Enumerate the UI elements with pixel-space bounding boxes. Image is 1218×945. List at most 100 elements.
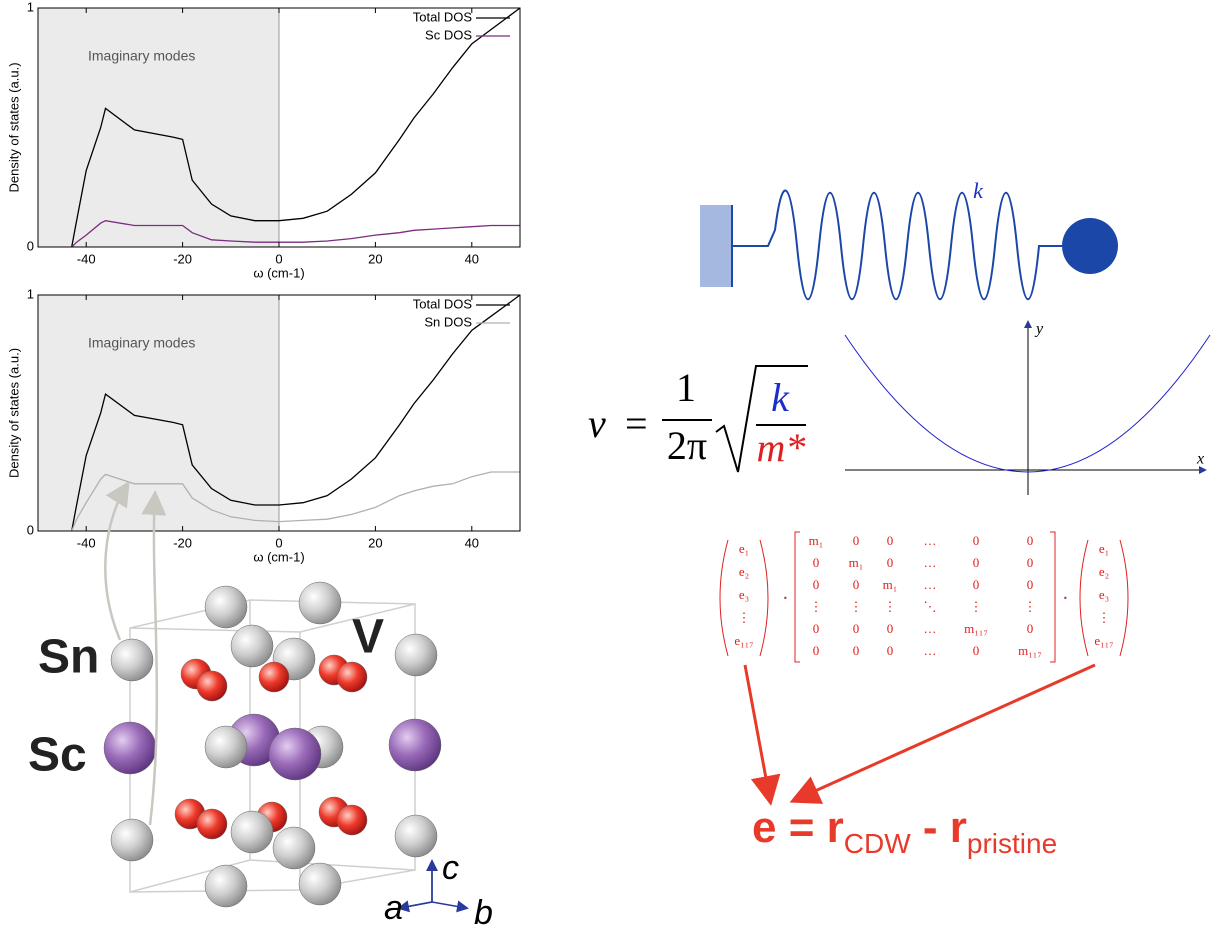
formula: ν = 1 2π k m* [588,365,808,472]
y-label: y [1034,321,1044,338]
formula-lhs: ν [588,401,606,446]
x-axis-label: ω (cm-1) [253,549,304,564]
spring-diagram: k [700,178,1118,299]
figure: Imaginary modes Total DOS Sc DOS -40 -20 0 20 4… [0,0,1218,940]
atom-label: Sc [28,729,87,782]
legend-label: Total DOS [413,9,473,24]
imaginary-region [38,8,279,247]
matrix-entry: ⋮ [1024,599,1037,614]
y-tick-label: 1 [27,0,34,14]
x-axis-label: ω (cm-1) [253,265,304,280]
dot: · [782,588,789,610]
matrix-entry: 0 [887,533,894,548]
x-tick-label: 20 [368,251,382,266]
annotation: Imaginary modes [88,335,195,351]
matrix-entry: 0 [1027,533,1034,548]
x-tick-label: 0 [275,251,282,266]
vector-entry: e₃ [1099,587,1109,602]
matrix-entry: ⋮ [884,599,897,614]
vector-entry: e₂ [739,564,749,579]
mass [1062,218,1118,274]
eq-part: r [827,803,844,852]
matrix-entry: 0 [813,643,820,658]
matrix-entry: 0 [1027,577,1034,592]
matrix-entry: 0 [1027,621,1034,636]
formula-den: 2π [667,423,707,468]
arrow [795,665,1095,800]
matrix-entry: ⋮ [850,599,863,614]
matrix-entry: 0 [973,577,980,592]
imaginary-region [38,295,279,531]
x-tick-label: 0 [275,535,282,550]
vector-entry: e₁₁₇ [1094,633,1113,648]
matrix-entry: … [924,621,937,636]
matrix-entry: 0 [813,577,820,592]
arrow [745,665,770,800]
legend-label: Sn DOS [424,314,472,329]
charts: Imaginary modes Total DOS Sc DOS -40 -20 0 20 4… [6,0,520,564]
legend-label: Total DOS [413,296,473,311]
x-label: x [1196,451,1204,468]
matrix-entry: 0 [973,533,980,548]
y-tick-label: 0 [27,522,34,537]
matrix-entry: 0 [1027,555,1034,570]
x-tick-label: 20 [368,535,382,550]
displacement-equation: e = rCDW - rpristine [752,803,1057,860]
matrix-entry: 0 [853,533,860,548]
x-tick-label: -40 [77,535,96,550]
atom-label: V [352,611,384,664]
matrix-entry: 0 [813,555,820,570]
chart: Imaginary modesTotal DOSSn DOS-40-200204… [6,286,520,564]
matrix-entry: 0 [813,621,820,636]
matrix-entry: 0 [853,577,860,592]
matrix-entry: m₁₁₇ [1018,643,1042,658]
potential-plot: x y [845,321,1210,495]
axis-label: b [474,894,493,932]
x-tick-label: -20 [173,535,192,550]
matrix-entry: 0 [973,555,980,570]
x-tick-label: 40 [465,251,479,266]
formula-k: k [771,375,790,420]
matrix-entry: 0 [853,621,860,636]
matrix-entry: 0 [853,643,860,658]
vector-entry: e₃ [739,587,749,602]
x-tick-label: -40 [77,251,96,266]
eq-part: e [752,803,776,852]
eq-part: r [950,803,967,852]
y-axis-label: Density of states (a.u.) [6,348,21,478]
vector-entry: e₂ [1099,564,1109,579]
eq-sub: pristine [967,828,1057,859]
legend-label: Sc DOS [425,27,472,42]
spring-label: k [973,178,984,203]
vector-entry: e₁ [1099,541,1109,556]
matrix-entry: 0 [887,555,894,570]
matrix-entry: … [924,533,937,548]
dot: · [1062,588,1069,610]
vector-entry: e₁ [739,541,749,556]
y-tick-label: 1 [27,286,34,301]
matrix-entry: … [924,643,937,658]
matrix-entry: ⋮ [970,599,983,614]
eq-sub: CDW [844,828,911,859]
matrix-entry: … [924,555,937,570]
vector-entry: ⋮ [1098,610,1111,625]
matrix-entry: ⋮ [810,599,823,614]
spring [732,191,1064,300]
axis-a [400,902,432,908]
y-axis-label: Density of states (a.u.) [6,62,21,192]
vector-entry: ⋮ [738,610,751,625]
matrix-entry: m₁ [809,533,824,548]
matrix-equation: e₁e₂e₃⋮e₁₁₇e₁e₂e₃⋮e₁₁₇··m₁00…000m₁0…0000… [720,532,1128,662]
matrix-entry: 0 [887,621,894,636]
matrix-entry: m₁ [849,555,864,570]
matrix-entry: ⋱ [924,599,937,614]
matrix-entry: 0 [973,643,980,658]
formula-eq: = [625,401,648,446]
axis-label: c [442,849,459,887]
matrix-entry: m₁₁₇ [964,621,988,636]
axis-label: a [384,889,403,927]
formula-num: 1 [676,365,696,410]
x-tick-label: -20 [173,251,192,266]
y-tick-label: 0 [27,238,34,253]
